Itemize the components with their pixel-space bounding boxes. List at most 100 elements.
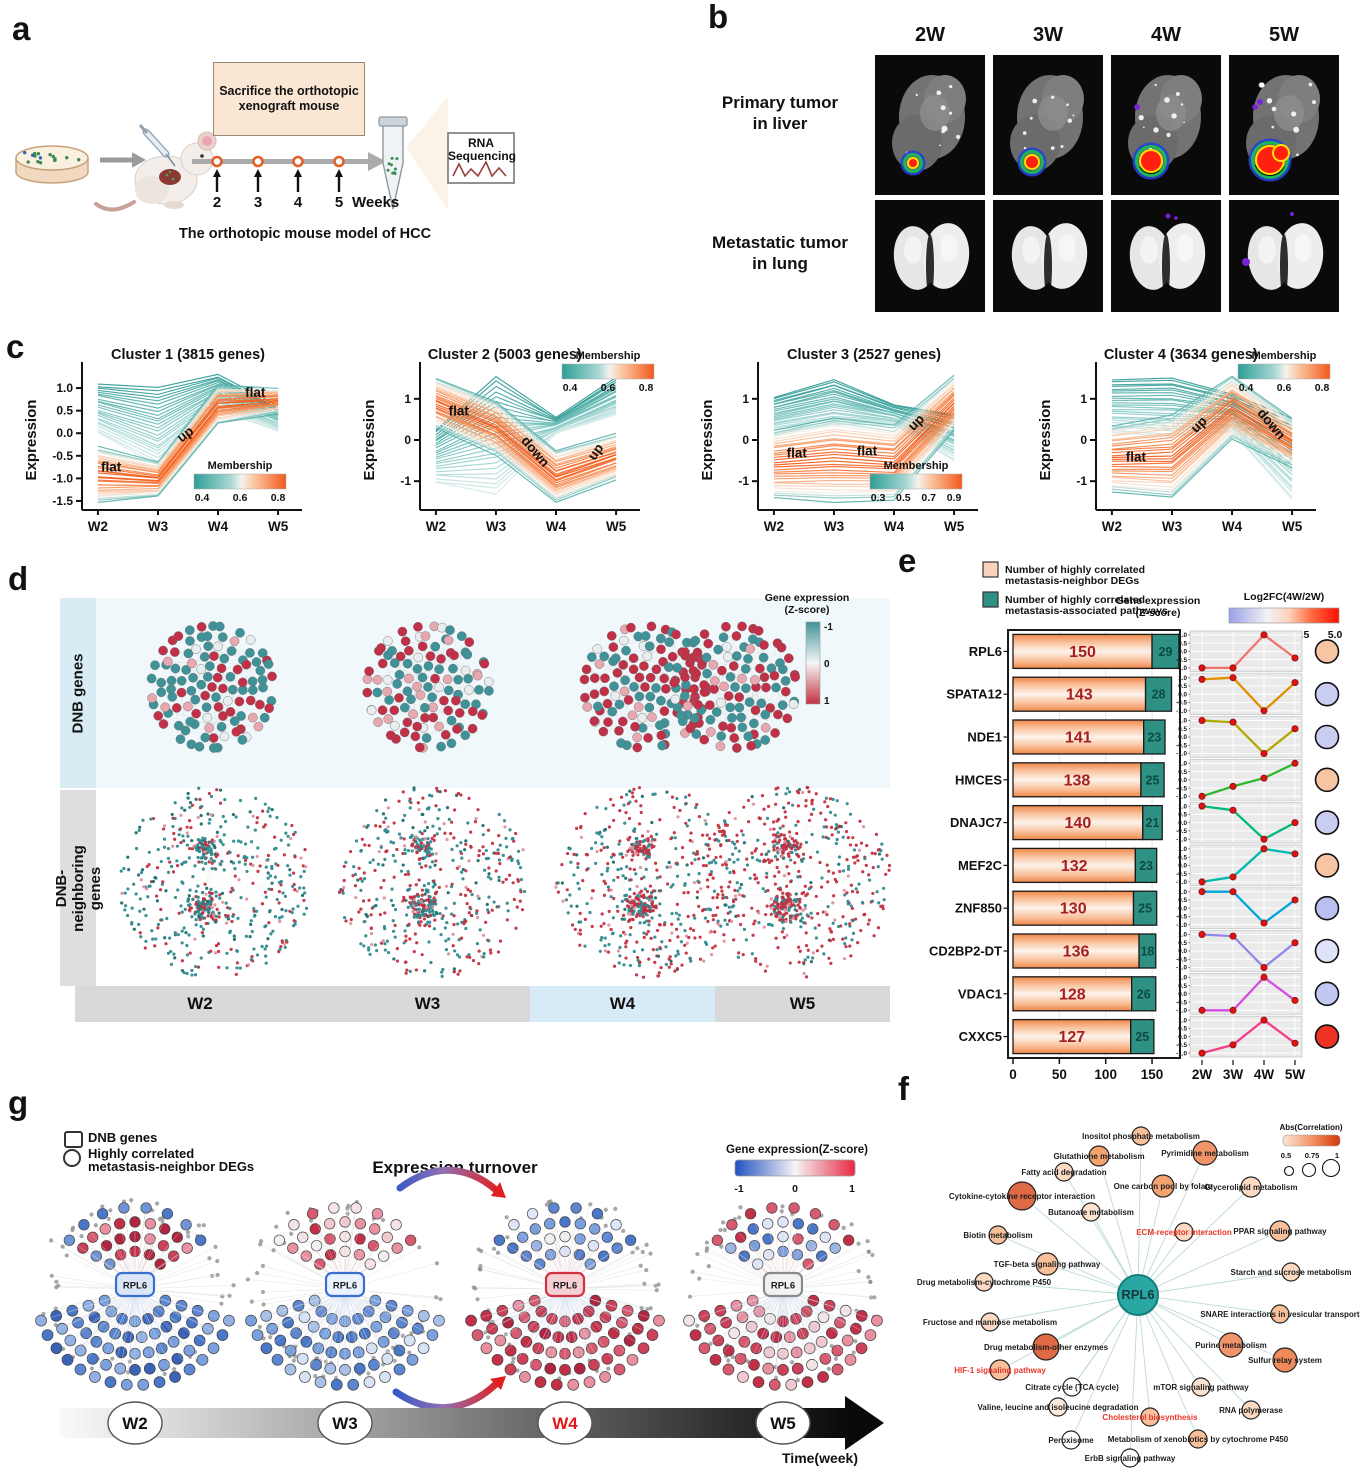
svg-text:29: 29 bbox=[1159, 645, 1173, 659]
row1-line2: in liver bbox=[752, 114, 808, 133]
svg-text:0.5: 0.5 bbox=[1178, 940, 1187, 947]
svg-text:0.4: 0.4 bbox=[1239, 382, 1254, 394]
svg-text:1.0: 1.0 bbox=[1178, 675, 1187, 682]
panel-g-label: g bbox=[8, 1084, 29, 1121]
panel-b-week-header: 3W bbox=[1033, 24, 1063, 46]
svg-text:-1.0: -1.0 bbox=[1176, 1008, 1187, 1015]
svg-text:0.9: 0.9 bbox=[947, 492, 962, 504]
svg-text:W3: W3 bbox=[148, 519, 169, 534]
sacrifice-box-text: Sacrifice the orthotopic xenograft mouse bbox=[219, 84, 359, 113]
svg-text:flat: flat bbox=[449, 403, 470, 418]
g-network-W2: RPL6 bbox=[35, 1198, 236, 1391]
svg-text:Metabolism of xenobiotics by c: Metabolism of xenobiotics by cytochrome … bbox=[1108, 1435, 1289, 1444]
d-legend-line1: Gene expression bbox=[764, 592, 850, 604]
row2-line1: Metastatic tumor bbox=[711, 233, 849, 252]
svg-text:0.5: 0.5 bbox=[1178, 812, 1187, 819]
svg-text:PPAR signaling pathway: PPAR signaling pathway bbox=[1233, 1227, 1327, 1236]
svg-text:RPL6: RPL6 bbox=[123, 1281, 147, 1292]
svg-text:0.8: 0.8 bbox=[271, 492, 286, 504]
svg-text:-1.0: -1.0 bbox=[1176, 1050, 1187, 1057]
g-network-W3: RPL6 bbox=[245, 1200, 445, 1391]
weeks-word: Weeks bbox=[352, 194, 400, 211]
svg-text:Expression: Expression bbox=[361, 400, 378, 481]
svg-text:0.6: 0.6 bbox=[601, 382, 616, 394]
timeline-week-number: 3 bbox=[253, 194, 263, 211]
svg-text:0.0: 0.0 bbox=[1178, 863, 1187, 870]
svg-text:0.6: 0.6 bbox=[233, 492, 248, 504]
g-network-W4: RPL6 bbox=[465, 1199, 665, 1391]
svg-text:0.5: 0.5 bbox=[896, 492, 911, 504]
svg-text:ErbB signaling pathway: ErbB signaling pathway bbox=[1085, 1454, 1176, 1463]
svg-text:Membership: Membership bbox=[208, 460, 273, 472]
svg-text:W3: W3 bbox=[824, 519, 845, 534]
svg-text:18: 18 bbox=[1140, 945, 1154, 959]
svg-text:flat: flat bbox=[245, 385, 266, 400]
svg-text:Inositol phosphate metabolism: Inositol phosphate metabolism bbox=[1082, 1132, 1200, 1141]
svg-text:-1.0: -1.0 bbox=[1176, 794, 1187, 801]
dnb-genes-band: DNB genes bbox=[60, 598, 96, 788]
dnb-neighboring-network-W4 bbox=[554, 786, 747, 979]
svg-text:-1.0: -1.0 bbox=[1176, 708, 1187, 715]
lung-image-5W bbox=[1229, 200, 1339, 312]
svg-text:5W: 5W bbox=[1285, 1067, 1306, 1082]
svg-text:Purine metabolism: Purine metabolism bbox=[1195, 1341, 1267, 1350]
time-week-label: Time(week) bbox=[782, 1450, 858, 1466]
lung-image-3W bbox=[993, 200, 1103, 312]
panel-a-label: a bbox=[12, 10, 31, 47]
svg-text:Starch and sucrose metabolism: Starch and sucrose metabolism bbox=[1231, 1268, 1352, 1277]
panel-b-row2-label: Metastatic tumor in lung bbox=[690, 232, 870, 274]
dnb-genes-band-label: DNB genes bbox=[69, 652, 87, 734]
svg-text:-0.5: -0.5 bbox=[1176, 956, 1187, 963]
svg-text:-0.5: -0.5 bbox=[1176, 1042, 1187, 1049]
svg-text:0.0: 0.0 bbox=[1178, 649, 1187, 656]
svg-text:SPATA12: SPATA12 bbox=[946, 687, 1002, 702]
liver-image-2W bbox=[875, 55, 985, 195]
svg-text:-1.0: -1.0 bbox=[1176, 922, 1187, 929]
svg-text:1.0: 1.0 bbox=[1178, 803, 1187, 810]
cluster-1-plot: 1.0 0.5 0.0 -0.5 -1.0 -1.5 W2 W3 W4 W5 Expression C… bbox=[23, 347, 302, 534]
g-colorbar-title: Gene expression(Z-score) bbox=[726, 1144, 868, 1156]
panel-b-label: b bbox=[708, 0, 729, 35]
svg-text:0.5: 0.5 bbox=[1178, 640, 1187, 647]
svg-text:0.4: 0.4 bbox=[195, 492, 210, 504]
d-legend-line2: (Z-score) bbox=[784, 604, 830, 616]
svg-text:0.5: 0.5 bbox=[1178, 769, 1187, 776]
svg-text:0.5: 0.5 bbox=[56, 404, 73, 418]
panel-d-legend-title: Gene expression (Z-score) bbox=[742, 592, 872, 616]
panel-a-caption: The orthotopic mouse model of HCC bbox=[178, 226, 432, 242]
d-strip-week-W2: W2 bbox=[187, 994, 213, 1013]
svg-text:MEF2C: MEF2C bbox=[958, 858, 1003, 873]
dnb-network-W5 bbox=[669, 621, 800, 753]
dnb-neighboring-network-W5 bbox=[699, 785, 892, 979]
svg-text:-1.0: -1.0 bbox=[1176, 665, 1187, 672]
panel-e-chart: Number of highly correlatedmetastasis-ne… bbox=[929, 561, 1343, 1082]
g-legend-square-label: DNB genes bbox=[88, 1130, 158, 1145]
svg-text:Peroxisome: Peroxisome bbox=[1048, 1436, 1094, 1445]
svg-text:150: 150 bbox=[1069, 644, 1096, 661]
svg-text:W4: W4 bbox=[546, 519, 567, 534]
svg-text:mTOR signaling pathway: mTOR signaling pathway bbox=[1153, 1383, 1249, 1392]
svg-text:1.0: 1.0 bbox=[1178, 932, 1187, 939]
svg-text:0.0: 0.0 bbox=[1178, 905, 1187, 912]
svg-text:1.0: 1.0 bbox=[1178, 761, 1187, 768]
timeline-week-number: 2 bbox=[212, 194, 222, 211]
svg-text:0.4: 0.4 bbox=[563, 382, 578, 394]
g-legend-circle-line1: Highly correlated bbox=[88, 1146, 195, 1161]
dnb-network-W4 bbox=[579, 621, 711, 753]
panel-d-week-strip: W2 W3 W4 W5 bbox=[75, 986, 890, 1022]
liver-image-5W bbox=[1229, 55, 1339, 195]
svg-text:DNAJC7: DNAJC7 bbox=[950, 815, 1002, 830]
svg-text:-0.5: -0.5 bbox=[1176, 871, 1187, 878]
svg-text:25: 25 bbox=[1146, 773, 1160, 787]
liver-image-4W bbox=[1111, 55, 1221, 195]
svg-text:-0.5: -0.5 bbox=[1176, 785, 1187, 792]
panel-f-label: f bbox=[898, 1070, 909, 1107]
svg-text:metastasis-neighbor DEGs: metastasis-neighbor DEGs bbox=[1005, 575, 1139, 587]
svg-text:Biotin metabolism: Biotin metabolism bbox=[963, 1231, 1032, 1240]
svg-text:Membership: Membership bbox=[884, 460, 949, 472]
rna-line2: Sequencing bbox=[448, 149, 517, 163]
svg-text:4W: 4W bbox=[1254, 1067, 1275, 1082]
svg-text:5.0: 5.0 bbox=[1328, 629, 1343, 641]
svg-text:138: 138 bbox=[1064, 772, 1091, 789]
